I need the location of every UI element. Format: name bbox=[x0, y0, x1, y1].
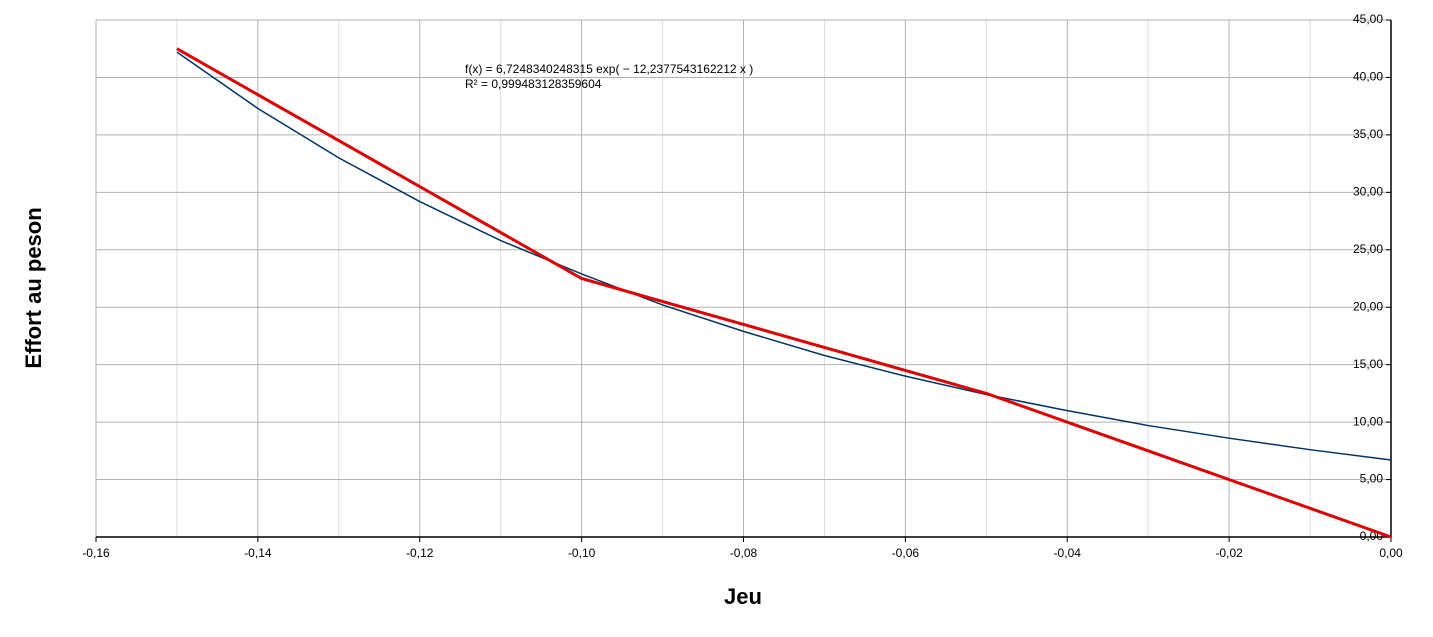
data-line bbox=[176, 47, 1392, 539]
y-tick-label: 10,00 bbox=[1353, 414, 1383, 428]
y-tick-label: 40,00 bbox=[1353, 70, 1383, 84]
x-tick-label: -0,10 bbox=[568, 546, 596, 560]
x-tick-label: -0,06 bbox=[892, 546, 920, 560]
y-tick-label: 45,00 bbox=[1353, 12, 1383, 26]
y-axis-title: Effort au peson bbox=[21, 207, 46, 368]
x-tick-label: -0,02 bbox=[1215, 546, 1243, 560]
x-tick-label: -0,08 bbox=[730, 546, 758, 560]
annotation: R² = 0,999483128359604 bbox=[465, 77, 602, 91]
y-tick-label: 30,00 bbox=[1353, 185, 1383, 199]
x-tick-label: 0,00 bbox=[1379, 546, 1403, 560]
x-tick-label: -0,12 bbox=[406, 546, 434, 560]
y-tick-label: 20,00 bbox=[1353, 299, 1383, 313]
y-tick-label: 5,00 bbox=[1360, 472, 1384, 486]
trend-line bbox=[176, 51, 1392, 461]
y-tick-label: 35,00 bbox=[1353, 127, 1383, 141]
y-tick-label: 15,00 bbox=[1353, 357, 1383, 371]
x-tick-label: -0,16 bbox=[82, 546, 110, 560]
x-tick-label: -0,04 bbox=[1054, 546, 1082, 560]
x-tick-label: -0,14 bbox=[244, 546, 272, 560]
y-tick-label: 25,00 bbox=[1353, 242, 1383, 256]
annotation: f(x) = 6,7248340248315 exp( − 12,2377543… bbox=[465, 62, 753, 76]
x-axis-title: Jeu bbox=[724, 584, 762, 609]
